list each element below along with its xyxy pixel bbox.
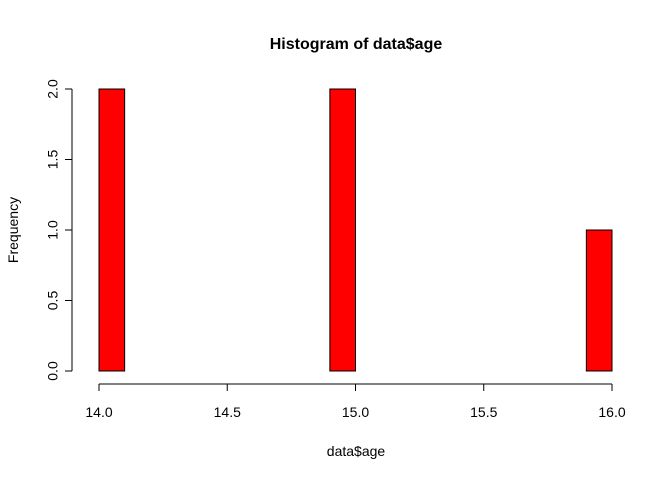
histogram-bar bbox=[98, 88, 126, 372]
y-axis-label: Frequency bbox=[5, 197, 21, 263]
x-axis: 14.0 14.5 15.0 15.5 16.0 bbox=[85, 383, 626, 420]
x-tick-label: 14.0 bbox=[85, 404, 112, 420]
y-tick-label: 1.5 bbox=[45, 150, 61, 170]
bars-group bbox=[98, 88, 613, 372]
x-tick-label: 15.0 bbox=[342, 404, 369, 420]
x-tick-label: 16.0 bbox=[598, 404, 625, 420]
y-tick-label: 0.5 bbox=[45, 291, 61, 311]
y-tick-label: 2.0 bbox=[45, 79, 61, 99]
histogram-bar bbox=[585, 229, 613, 372]
x-tick-label: 14.5 bbox=[214, 404, 241, 420]
x-tick-label: 15.5 bbox=[470, 404, 497, 420]
y-tick-label: 1.0 bbox=[45, 220, 61, 240]
x-axis-label: data$age bbox=[327, 443, 386, 459]
histogram-bar bbox=[329, 88, 357, 372]
chart-title: Histogram of data$age bbox=[270, 36, 443, 53]
y-tick-label: 0.0 bbox=[45, 361, 61, 381]
y-axis: 0.0 0.5 1.0 1.5 2.0 bbox=[45, 79, 73, 381]
